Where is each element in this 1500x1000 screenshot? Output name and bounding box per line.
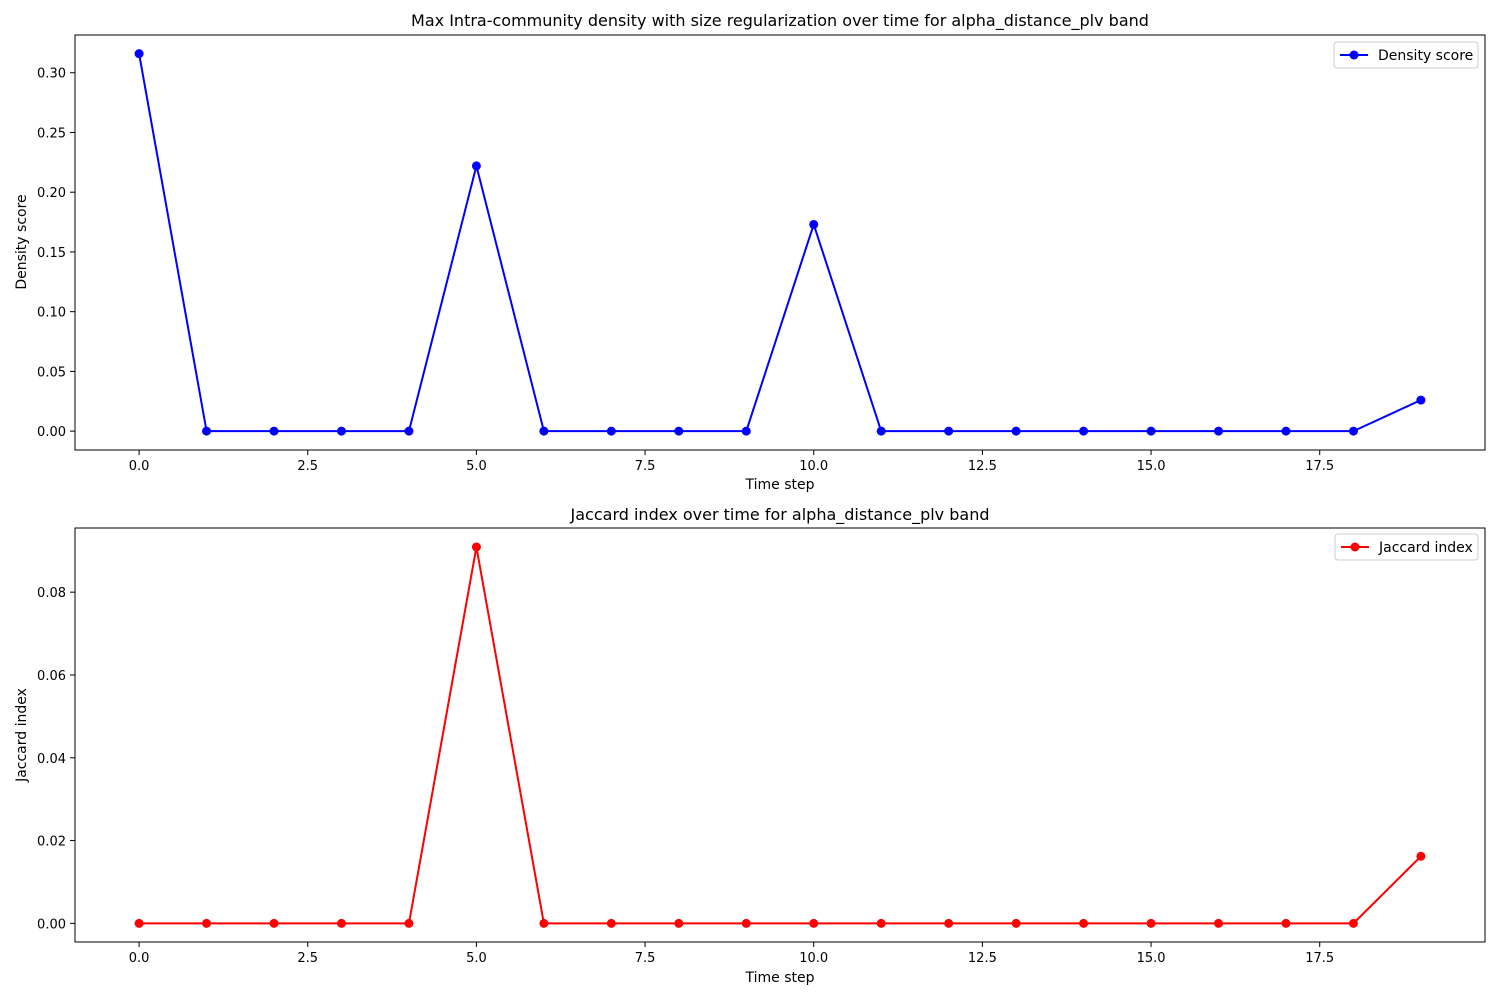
data-point [1214,918,1224,928]
data-point [741,426,751,436]
x-tick-label: 12.5 [968,951,997,966]
data-point [1214,426,1224,436]
data-point [202,426,212,436]
y-tick-label: 0.30 [37,67,66,82]
series-line [138,53,1422,433]
plot-frame [74,527,1486,943]
data-point [1011,426,1021,436]
data-points [134,542,1426,928]
data-point [606,918,616,928]
x-tick-label: 10.0 [799,459,828,474]
x-tick-label: 0.0 [129,459,150,474]
data-series [139,546,1422,925]
data-point [1348,426,1358,436]
y-tick-label: 0.20 [37,186,66,201]
x-tick-label: 15.0 [1137,951,1166,966]
chart-title: Max Intra-community density with size re… [411,11,1149,31]
legend: Density score [1333,41,1479,69]
data-point [876,918,886,928]
y-axis-label: Jaccard index [14,688,30,783]
y-tick-label: 0.05 [37,365,66,380]
y-tick-label: 0.15 [37,246,66,261]
x-tick-label: 17.5 [1305,459,1334,474]
legend-box [1334,533,1479,561]
legend-label: Jaccard index [1378,540,1473,556]
legend-marker [1349,50,1359,60]
x-tick-label: 12.5 [968,459,997,474]
y-tick-label: 0.04 [37,752,66,767]
legend: Jaccard index [1334,533,1479,561]
data-point [269,426,279,436]
chart-title: Jaccard index over time for alpha_distan… [570,505,990,525]
x-tick-label: 2.5 [297,459,318,474]
y-axis-label: Density score [14,194,30,289]
data-point [269,918,279,928]
data-point [336,918,346,928]
x-tick-label: 5.0 [466,951,487,966]
data-point [944,918,954,928]
data-point [944,426,954,436]
data-point [1348,918,1358,928]
data-point [1146,918,1156,928]
x-axis-label: Time step [745,970,815,986]
legend-label: Density score [1378,48,1473,64]
data-point [1079,918,1089,928]
x-tick-label: 0.0 [129,951,150,966]
x-tick-label: 5.0 [466,459,487,474]
data-point [606,426,616,436]
data-point [876,426,886,436]
legend-box [1333,41,1479,69]
data-point [1281,918,1291,928]
data-point [674,918,684,928]
x-tick-label: 10.0 [799,951,828,966]
data-point [404,918,414,928]
x-tick-label: 2.5 [297,951,318,966]
data-point [336,426,346,436]
x-tick-label: 7.5 [635,459,656,474]
y-tick-label: 0.25 [37,126,66,141]
data-point [202,918,212,928]
data-point [539,426,549,436]
data-point [1416,395,1426,405]
axis-ticks: 0.0 2.5 5.0 7.5 10.0 12.5 15.0 17.5 0.00 0.05 0.10… [37,67,1334,474]
data-point [1146,426,1156,436]
data-points [134,49,1426,436]
density-chart: Max Intra-community density with size re… [14,11,1486,493]
y-tick-label: 0.00 [37,917,66,932]
data-point [471,161,481,171]
y-tick-label: 0.08 [37,586,66,601]
data-series [138,53,1422,433]
data-point [539,918,549,928]
data-point [1079,426,1089,436]
data-point [674,426,684,436]
data-point [134,918,144,928]
data-point [404,426,414,436]
y-tick-label: 0.10 [37,306,66,321]
data-point [134,49,144,59]
x-tick-label: 7.5 [635,951,656,966]
series-line [139,546,1422,925]
plot-frame [74,34,1486,451]
data-point [809,219,819,229]
data-point [471,542,481,552]
y-tick-label: 0.00 [37,425,66,440]
x-tick-label: 17.5 [1305,951,1334,966]
data-point [1416,851,1426,861]
data-point [1281,426,1291,436]
axis-ticks: 0.0 2.5 5.0 7.5 10.0 12.5 15.0 17.5 0.00 0.02 0.04… [37,586,1334,966]
x-tick-label: 15.0 [1137,459,1166,474]
data-point [741,918,751,928]
y-tick-label: 0.02 [37,835,66,850]
y-tick-label: 0.06 [37,669,66,684]
x-axis-label: Time step [745,477,815,493]
data-point [809,918,819,928]
legend-marker [1350,542,1360,552]
data-point [1011,918,1021,928]
jaccard-chart: Jaccard index over time for alpha_distan… [14,505,1486,986]
